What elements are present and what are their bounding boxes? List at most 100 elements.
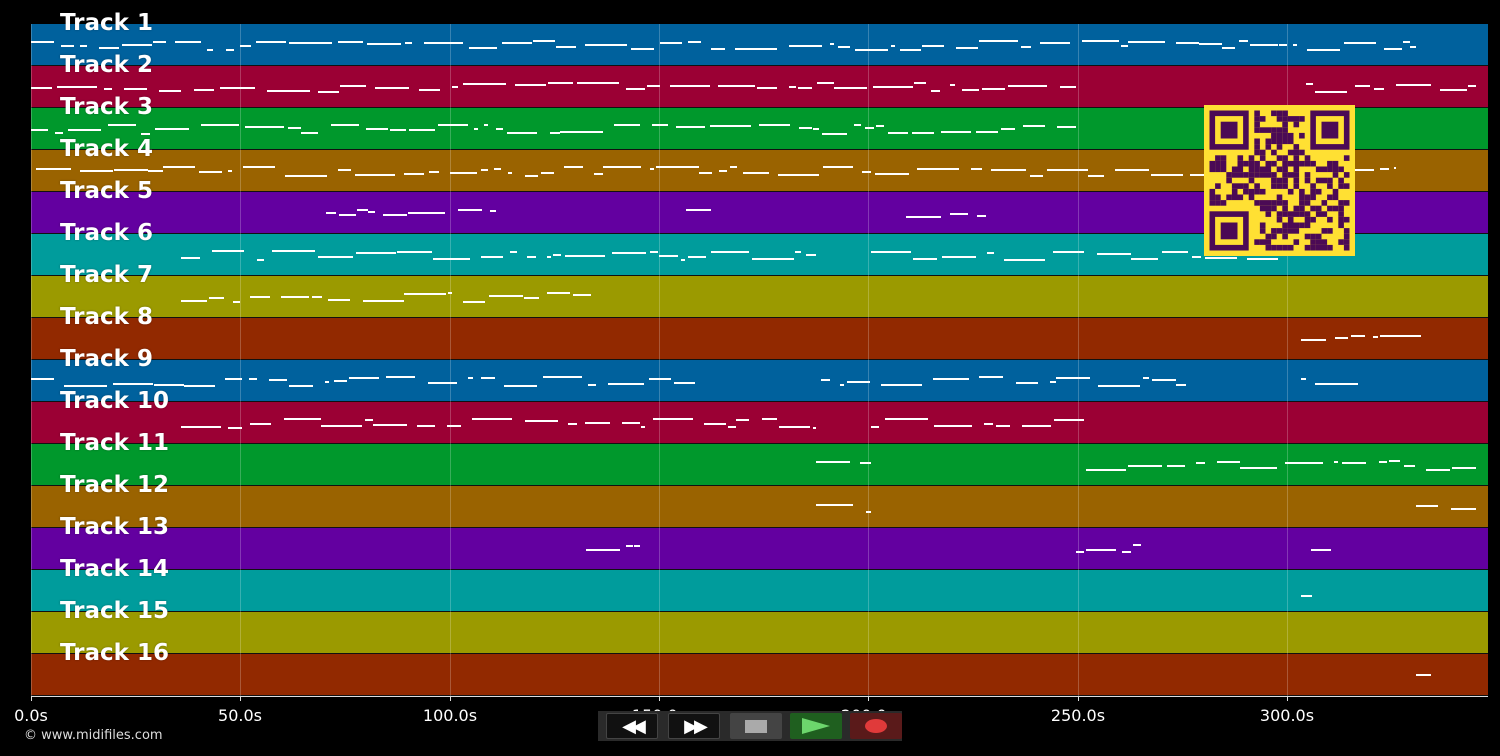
track-lane[interactable] <box>31 528 1488 570</box>
midi-note <box>318 91 339 93</box>
midi-note <box>1060 86 1076 88</box>
midi-note <box>404 173 424 175</box>
midi-note <box>114 169 148 171</box>
midi-note <box>789 45 822 47</box>
grid-line <box>1287 24 1288 696</box>
track-lane[interactable] <box>31 654 1488 696</box>
midi-note <box>424 42 463 44</box>
midi-note <box>31 87 52 89</box>
record-button[interactable] <box>850 713 902 739</box>
midi-note <box>647 85 660 87</box>
midi-note <box>865 127 874 129</box>
fast-forward-button[interactable]: ▶▶ <box>668 713 720 739</box>
midi-note <box>284 418 321 420</box>
midi-note <box>871 426 879 428</box>
midi-note <box>1342 462 1366 464</box>
rewind-button[interactable]: ◀◀ <box>606 713 658 739</box>
midi-note <box>1312 462 1323 464</box>
midi-note <box>1404 465 1415 467</box>
midi-note <box>577 82 619 84</box>
midi-note <box>1344 42 1376 44</box>
midi-note <box>1133 544 1141 546</box>
track-lane[interactable] <box>31 612 1488 654</box>
track-label: Track 10 <box>60 388 169 414</box>
midi-note <box>603 166 641 168</box>
track-lane[interactable] <box>31 402 1488 444</box>
track-lane[interactable] <box>31 24 1488 66</box>
midi-note <box>510 251 517 253</box>
midi-note <box>653 418 693 420</box>
midi-note <box>977 215 986 217</box>
midi-note <box>257 259 264 261</box>
midi-note <box>996 425 1010 427</box>
midi-note <box>1056 377 1090 379</box>
midi-note <box>728 426 736 428</box>
track-lane[interactable] <box>31 444 1488 486</box>
midi-note <box>1176 42 1199 44</box>
midi-note <box>272 250 315 252</box>
midi-note <box>688 256 706 258</box>
midi-note <box>1131 258 1158 260</box>
midi-note <box>474 128 478 130</box>
midi-note <box>194 89 214 91</box>
midi-note <box>267 90 310 92</box>
midi-note <box>674 382 695 384</box>
track-lane[interactable] <box>31 570 1488 612</box>
midi-note <box>795 251 801 253</box>
track-lane[interactable] <box>31 486 1488 528</box>
midi-note <box>1416 505 1438 507</box>
midi-note <box>201 124 239 126</box>
midi-note <box>543 376 582 378</box>
midi-note <box>64 385 107 387</box>
track-lane[interactable] <box>31 276 1488 318</box>
time-axis <box>31 696 1488 697</box>
tick-mark <box>1078 696 1079 701</box>
midi-note <box>494 168 501 170</box>
midi-note <box>1452 467 1476 469</box>
midi-note <box>888 132 908 134</box>
midi-note <box>1389 460 1400 462</box>
midi-note <box>163 166 195 168</box>
midi-note <box>813 427 816 429</box>
midi-note <box>686 209 709 211</box>
midi-note <box>527 256 536 258</box>
midi-note <box>962 89 979 91</box>
midi-note <box>448 292 452 294</box>
midi-note <box>560 131 603 133</box>
midi-note <box>340 85 366 87</box>
midi-note <box>650 168 654 170</box>
midi-note <box>950 213 968 215</box>
midi-note <box>736 419 749 421</box>
track-label: Track 12 <box>60 472 169 498</box>
midi-note <box>885 418 928 420</box>
play-button[interactable] <box>790 713 842 739</box>
midi-note <box>281 296 309 298</box>
midi-note <box>984 423 993 425</box>
stop-button[interactable] <box>730 713 782 739</box>
midi-note <box>660 42 682 44</box>
midi-note <box>1086 549 1116 551</box>
track-lane[interactable] <box>31 318 1488 360</box>
midi-note <box>419 89 440 91</box>
midi-note <box>1250 44 1278 46</box>
midi-note <box>1311 549 1331 551</box>
midi-note <box>525 175 538 177</box>
midi-note <box>1426 469 1450 471</box>
midi-note <box>148 170 163 172</box>
midi-note <box>855 49 888 51</box>
midi-note <box>759 124 790 126</box>
midi-note <box>1082 40 1119 42</box>
stop-icon <box>745 719 767 733</box>
midi-note <box>659 255 678 257</box>
midi-note <box>438 124 468 126</box>
midi-note <box>1410 46 1416 48</box>
midi-note <box>1394 167 1396 169</box>
midi-note <box>1122 551 1131 553</box>
midi-note <box>866 511 871 513</box>
midi-note <box>226 49 234 51</box>
track-lane[interactable] <box>31 360 1488 402</box>
midi-note <box>906 216 941 218</box>
midi-note <box>573 294 591 296</box>
track-label: Track 13 <box>60 514 169 540</box>
midi-note <box>220 87 255 89</box>
